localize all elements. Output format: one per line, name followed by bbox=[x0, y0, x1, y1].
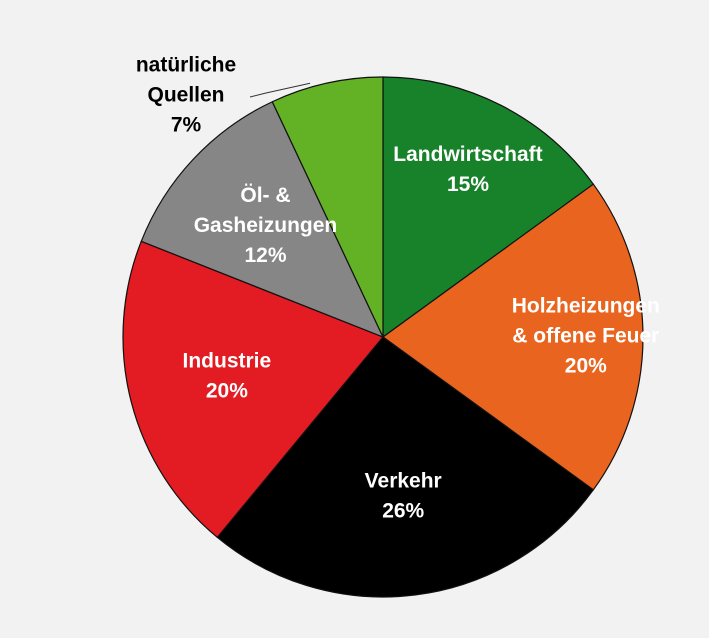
slice-label-landwirtschaft: Landwirtschaft 15% bbox=[393, 143, 542, 196]
leader-line-natuerliche-quellen bbox=[249, 82, 311, 98]
slice-label-industrie: Industrie 20% bbox=[183, 350, 272, 403]
slice-label-holzheizungen-offene-feuer: Holzheizungen & offene Feuer 20% bbox=[512, 295, 660, 378]
slice-category-label: & offene Feuer bbox=[512, 325, 659, 348]
slice-category-label: natürliche bbox=[136, 54, 236, 77]
slice-category-label: Holzheizungen bbox=[512, 295, 660, 318]
leader-layer bbox=[249, 82, 311, 98]
pie-slice-holzheizungen-offene-feuer bbox=[382, 183, 644, 491]
slice-label-verkehr: Verkehr 26% bbox=[365, 469, 442, 522]
slice-label-oel-gasheizungen: Öl- & Gasheizungen 12% bbox=[194, 184, 338, 267]
labels-layer: Landwirtschaft 15% Holzheizungen & offene F… bbox=[136, 54, 660, 523]
pie-slice-industrie bbox=[122, 240, 384, 538]
slice-value-label: 15% bbox=[447, 173, 489, 196]
slice-category-label: Industrie bbox=[183, 350, 272, 373]
slice-value-label: 20% bbox=[206, 380, 248, 403]
slices-layer bbox=[122, 76, 644, 598]
pie-slice-natuerliche-quellen bbox=[271, 76, 384, 338]
slice-value-label: 26% bbox=[382, 499, 424, 522]
slice-value-label: 7% bbox=[171, 114, 202, 137]
slice-value-label: 20% bbox=[565, 355, 607, 378]
slice-category-label: Gasheizungen bbox=[194, 214, 338, 237]
pie-slice-oel-gasheizungen bbox=[140, 101, 384, 338]
pie-slice-verkehr bbox=[216, 336, 594, 598]
slice-category-label: Öl- & bbox=[240, 184, 290, 207]
slice-category-label: Verkehr bbox=[365, 469, 442, 492]
slice-label-natuerliche-quellen: natürliche Quellen 7% bbox=[136, 54, 236, 137]
slice-category-label: Landwirtschaft bbox=[393, 143, 542, 166]
pie-slice-landwirtschaft bbox=[382, 76, 594, 338]
slice-category-label: Quellen bbox=[147, 84, 224, 107]
slice-value-label: 12% bbox=[244, 244, 286, 267]
